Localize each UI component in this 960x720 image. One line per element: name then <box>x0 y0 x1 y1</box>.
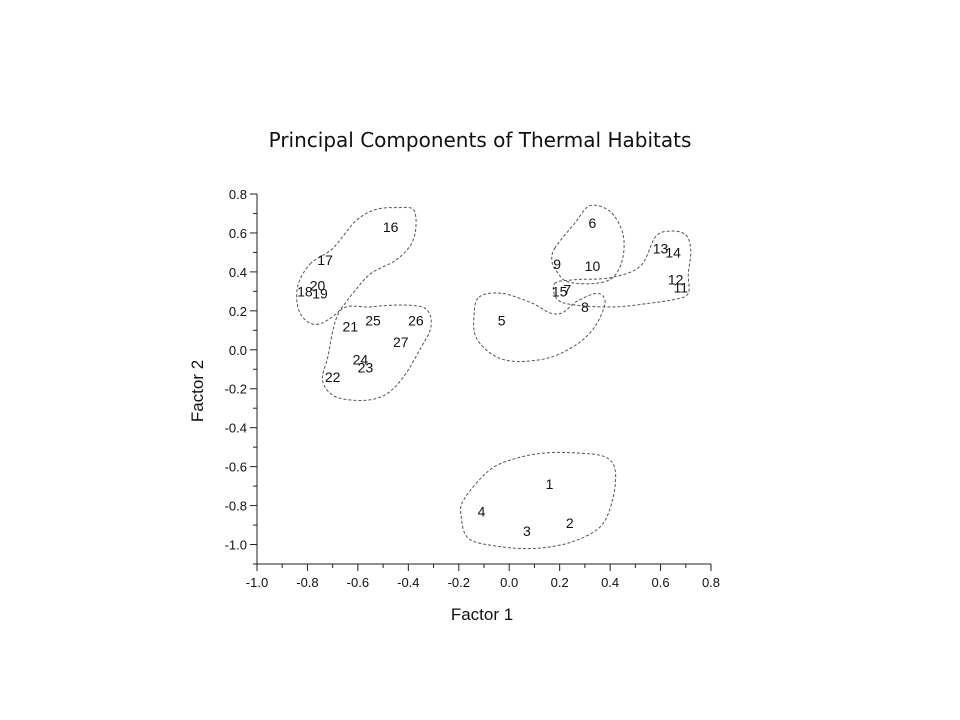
y-ticks: 0.8 0.6 0.4 0.2 0.0 -0.2 -0.4 -0.6 -0.8 -1.0 <box>225 187 257 565</box>
x-tick-label: -0.8 <box>296 575 318 590</box>
point-label: 25 <box>365 313 381 329</box>
x-tick-label: 0.4 <box>601 575 619 590</box>
point-label: 4 <box>478 503 486 519</box>
y-tick-label: -1.0 <box>225 538 247 553</box>
point-label: 5 <box>498 313 506 329</box>
y-tick-label: -0.2 <box>225 382 247 397</box>
y-tick-label: 0.8 <box>229 187 247 202</box>
x-tick-label: 0.0 <box>500 575 518 590</box>
point-label: 3 <box>523 523 531 539</box>
point-label: 12 <box>668 272 684 288</box>
y-tick-label: -0.4 <box>225 421 247 436</box>
point-label: 9 <box>553 256 561 272</box>
cluster-outline <box>473 292 606 363</box>
x-tick-label: -0.4 <box>397 575 419 590</box>
cluster-outlines <box>296 204 692 550</box>
point-label: 7 <box>563 281 571 297</box>
point-label: 6 <box>589 215 597 231</box>
y-tick-label: 0.4 <box>229 265 247 280</box>
x-tick-label: 0.6 <box>652 575 670 590</box>
point-label: 27 <box>393 334 409 350</box>
point-label: 15 <box>552 283 568 299</box>
point-label: 11 <box>673 279 688 295</box>
point-label: 10 <box>585 258 601 274</box>
point-label: 14 <box>665 244 681 260</box>
cluster-outline <box>551 204 625 285</box>
point-label: 2 <box>566 515 574 531</box>
y-tick-label: 0.6 <box>229 226 247 241</box>
cluster-outline <box>460 451 617 550</box>
cluster-outline <box>552 230 692 308</box>
point-label: 22 <box>325 369 341 385</box>
x-ticks: -1.0 -0.8 -0.6 -0.4 -0.2 0.0 0.2 0.4 0.6 0.8 <box>246 564 720 590</box>
cluster-outline <box>296 206 417 326</box>
x-axis-label: Factor 1 <box>451 605 513 624</box>
y-axis-label: Factor 2 <box>188 360 207 422</box>
x-tick-label: 0.8 <box>702 575 720 590</box>
x-tick-label: 0.2 <box>551 575 569 590</box>
point-label: 1 <box>546 476 554 492</box>
point-label: 8 <box>581 299 589 315</box>
y-tick-label: 0.0 <box>229 343 247 358</box>
y-tick-label: 0.2 <box>229 304 247 319</box>
point-label: 18 <box>297 283 313 299</box>
point-label: 20 <box>310 278 326 294</box>
x-tick-label: -0.2 <box>448 575 470 590</box>
y-tick-label: -0.6 <box>225 460 247 475</box>
x-tick-label: -1.0 <box>246 575 268 590</box>
point-label: 21 <box>343 318 359 334</box>
y-tick-label: -0.8 <box>225 499 247 514</box>
point-label: 23 <box>358 359 374 375</box>
chart-title: Principal Components of Thermal Habitats <box>268 128 692 152</box>
cluster-outline <box>321 304 432 401</box>
point-label: 16 <box>383 219 399 235</box>
point-label: 26 <box>408 313 424 329</box>
point-label: 19 <box>312 285 328 301</box>
point-label: 13 <box>653 241 669 257</box>
point-label: 24 <box>353 352 369 368</box>
point-label: 17 <box>317 252 333 268</box>
x-tick-label: -0.6 <box>347 575 369 590</box>
